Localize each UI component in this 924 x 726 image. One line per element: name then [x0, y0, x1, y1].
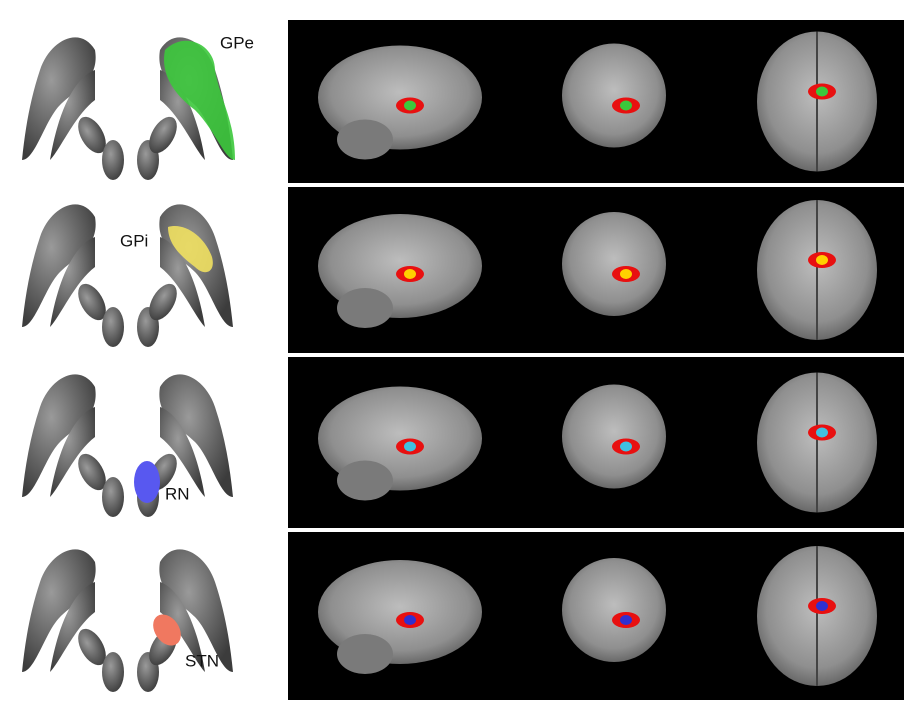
activation-core — [404, 100, 416, 111]
small-nucleus — [102, 477, 124, 517]
left-nucleus-2 — [50, 70, 95, 160]
small-nucleus — [102, 140, 124, 180]
left-nucleus — [22, 549, 96, 672]
activation-core — [620, 441, 632, 452]
activation-core — [816, 427, 828, 438]
activation-core — [816, 86, 828, 97]
structure-label: RN — [165, 484, 190, 503]
cerebellum — [337, 634, 393, 674]
structure-label: GPi — [120, 231, 148, 250]
small-nucleus — [78, 628, 106, 666]
highlighted-structure — [168, 226, 213, 273]
structure-panel: GPe — [22, 33, 254, 180]
highlighted-structure — [153, 614, 181, 646]
activation-core — [620, 269, 632, 279]
cerebellum — [337, 460, 393, 501]
coronal-slice — [562, 384, 666, 489]
right-nucleus-2 — [160, 70, 205, 160]
right-nucleus-2 — [160, 237, 205, 327]
small-nucleus — [102, 307, 124, 347]
cerebellum — [337, 288, 393, 328]
activation-core — [816, 255, 828, 265]
coronal-slice — [562, 43, 666, 148]
right-nucleus — [159, 549, 233, 672]
left-nucleus — [22, 204, 96, 327]
activation-core — [404, 615, 416, 625]
small-nucleus — [149, 116, 177, 154]
small-nucleus — [102, 652, 124, 692]
small-nucleus — [78, 453, 106, 491]
activation-core — [620, 100, 632, 111]
structure-label: GPe — [220, 33, 254, 52]
small-nucleus — [78, 283, 106, 321]
structure-panel: GPi — [22, 204, 233, 347]
right-nucleus — [159, 374, 233, 497]
small-nucleus — [149, 283, 177, 321]
activation-core — [620, 615, 632, 625]
small-nucleus — [78, 116, 106, 154]
coronal-slice — [562, 558, 666, 662]
cerebellum — [337, 119, 393, 160]
left-nucleus — [22, 37, 96, 160]
right-nucleus-2 — [160, 407, 205, 497]
left-nucleus-2 — [50, 582, 95, 672]
structure-panel: STN — [22, 549, 233, 692]
activation-core — [404, 269, 416, 279]
left-nucleus — [22, 374, 96, 497]
activation-core — [816, 601, 828, 611]
activation-core — [404, 441, 416, 452]
structure-panel: RN — [22, 374, 233, 517]
coronal-slice — [562, 212, 666, 316]
structure-label: STN — [185, 651, 219, 670]
left-nucleus-2 — [50, 237, 95, 327]
left-nucleus-2 — [50, 407, 95, 497]
right-nucleus-2 — [160, 582, 205, 672]
highlighted-structure — [134, 461, 160, 503]
highlighted-structure — [164, 40, 235, 160]
